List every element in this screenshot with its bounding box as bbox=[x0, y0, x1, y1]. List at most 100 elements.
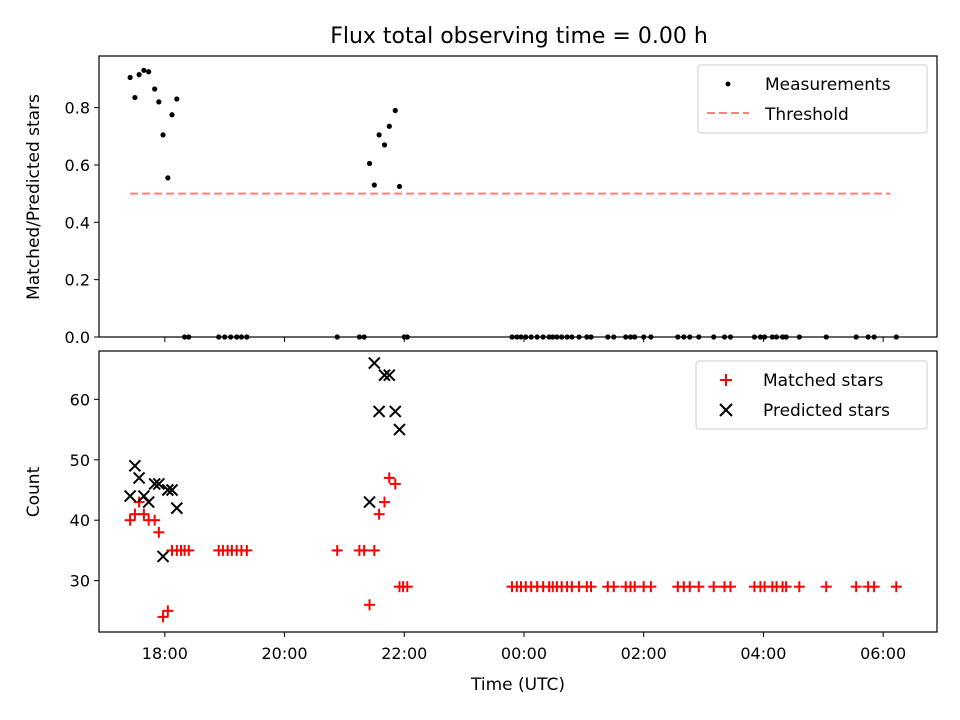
matched-point bbox=[608, 581, 620, 593]
matched-point bbox=[149, 514, 161, 526]
predicted-point bbox=[123, 489, 137, 503]
matched-point bbox=[708, 581, 720, 593]
bottom-x-tick-label: 04:00 bbox=[740, 644, 786, 663]
predicted-point bbox=[156, 550, 170, 563]
top-y-tick-label: 0.4 bbox=[65, 213, 90, 232]
bottom-plot-frame bbox=[98, 350, 938, 633]
predicted-point bbox=[389, 405, 402, 418]
predicted-point-b bbox=[123, 489, 137, 503]
bottom-legend: Matched stars Predicted stars bbox=[695, 360, 928, 430]
top-y-tick-label: 0.2 bbox=[65, 271, 90, 290]
matched-point bbox=[379, 496, 391, 508]
predicted-point-b bbox=[368, 356, 381, 370]
predicted-point bbox=[393, 423, 406, 436]
bottom-x-ticks: 18:00 20:00 22:00 00:00 02:00 04:00 06:00 bbox=[142, 632, 906, 663]
matched-point bbox=[368, 544, 380, 556]
predicted-point-b bbox=[170, 501, 184, 515]
matched-point bbox=[241, 544, 253, 556]
measurement-point bbox=[160, 132, 166, 138]
top-legend: Measurements Threshold bbox=[697, 64, 928, 134]
measurement-point bbox=[376, 132, 382, 138]
top-y-tick-label: 0.6 bbox=[65, 156, 90, 175]
matched-point bbox=[157, 611, 169, 623]
x-axis-label: Time (UTC) bbox=[470, 675, 565, 695]
matched-point bbox=[373, 508, 385, 520]
bottom-x-tick-label: 06:00 bbox=[860, 644, 906, 663]
measurement-point bbox=[371, 182, 377, 188]
chart-title: Flux total observing time = 0.00 h bbox=[330, 24, 708, 49]
predicted-point bbox=[165, 483, 179, 497]
matched-point bbox=[383, 472, 395, 484]
predicted-point bbox=[378, 368, 391, 382]
measurement-point bbox=[141, 67, 147, 73]
measurement-point bbox=[386, 123, 392, 129]
panel-counts: 30 40 50 60 18:00 20:00 22:00 00:00 02:00 04:00 0… bbox=[24, 350, 938, 695]
bottom-x-tick-label: 22:00 bbox=[381, 644, 427, 663]
predicted-point-b bbox=[132, 471, 146, 485]
matched-point bbox=[585, 581, 597, 593]
predicted-point bbox=[372, 405, 386, 418]
measurement-point bbox=[366, 160, 373, 167]
top-y-tick-label: 0.0 bbox=[65, 328, 90, 347]
measurement-point bbox=[381, 142, 388, 148]
predicted-point-b bbox=[152, 477, 166, 491]
top-y-tick-label: 0.8 bbox=[65, 99, 90, 118]
bottom-y-ticks: 30 40 50 60 bbox=[70, 390, 99, 591]
predicted-point-b bbox=[383, 368, 396, 382]
predicted-points bbox=[123, 356, 406, 563]
matched-point bbox=[850, 581, 862, 593]
top-legend-box bbox=[697, 64, 928, 134]
matched-point bbox=[389, 478, 401, 490]
predicted-point bbox=[152, 477, 166, 491]
bottom-x-tick-label: 18:00 bbox=[142, 644, 188, 663]
matched-point bbox=[162, 605, 174, 617]
matched-point bbox=[364, 599, 376, 611]
legend-predicted-marker bbox=[719, 403, 733, 417]
matched-point bbox=[693, 581, 705, 593]
measurement-point bbox=[132, 94, 138, 101]
matched-point bbox=[868, 581, 880, 593]
bottom-y-tick-label: 40 bbox=[70, 511, 90, 530]
measurement-point bbox=[174, 96, 180, 102]
predicted-point-b bbox=[161, 483, 175, 497]
matched-point bbox=[358, 544, 370, 556]
matched-point bbox=[780, 581, 792, 593]
predicted-point-b bbox=[363, 495, 376, 509]
legend-predicted-label: Predicted stars bbox=[763, 401, 890, 421]
bottom-x-tick-label: 00:00 bbox=[501, 644, 547, 663]
measurement-point bbox=[156, 99, 162, 105]
predicted-point bbox=[383, 368, 396, 382]
predicted-point-b bbox=[128, 459, 142, 473]
top-plot-frame bbox=[98, 55, 938, 338]
legend-matched-marker bbox=[720, 374, 732, 386]
predicted-point bbox=[132, 471, 146, 485]
legend-measurements-label: Measurements bbox=[765, 75, 891, 95]
predicted-point-b bbox=[165, 483, 179, 497]
matched-point bbox=[724, 581, 736, 593]
measurement-point bbox=[396, 183, 403, 190]
predicted-point bbox=[142, 495, 155, 509]
bottom-x-tick-label: 02:00 bbox=[621, 644, 667, 663]
matched-point bbox=[183, 544, 195, 556]
bottom-y-tick-label: 50 bbox=[70, 451, 90, 470]
predicted-point-b bbox=[393, 423, 406, 436]
matched-points bbox=[124, 472, 902, 623]
panel-ratio: 0.00.20.40.60.8 Matched/Predicted stars … bbox=[24, 55, 938, 347]
matched-point bbox=[645, 581, 657, 593]
predicted-point bbox=[161, 483, 175, 497]
measurement-point bbox=[392, 107, 398, 114]
matched-point bbox=[820, 581, 832, 593]
predicted-point-b bbox=[142, 495, 155, 509]
measurement-point bbox=[136, 72, 142, 78]
predicted-point bbox=[363, 495, 376, 509]
bottom-x-tick-label: 20:00 bbox=[262, 644, 308, 663]
measurement-point bbox=[152, 86, 158, 92]
predicted-point-b bbox=[378, 368, 391, 382]
matched-point bbox=[153, 526, 165, 538]
matched-point bbox=[793, 581, 805, 593]
matched-point bbox=[331, 544, 343, 556]
matched-point bbox=[138, 508, 150, 520]
predicted-point-b bbox=[372, 405, 386, 418]
bottom-legend-box bbox=[695, 360, 928, 430]
